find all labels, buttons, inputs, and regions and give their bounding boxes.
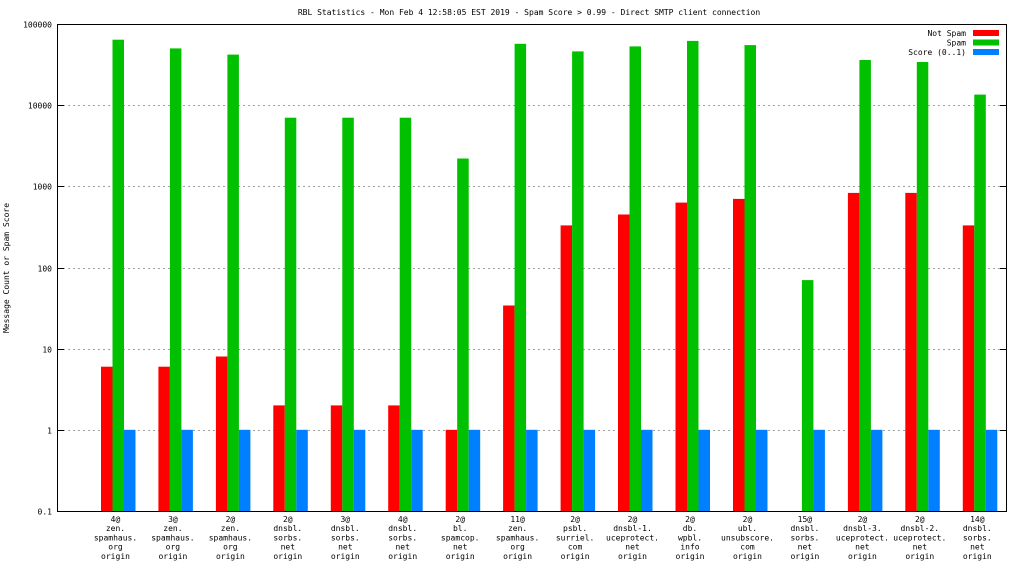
bar-spam <box>399 117 412 511</box>
bar-not-spam <box>273 405 285 511</box>
bar-not-spam <box>905 192 917 511</box>
legend-swatch <box>973 39 999 46</box>
bar-not-spam <box>388 405 400 511</box>
x-tick-label: 2@ dnsbl-3. uceprotect. net origin <box>836 515 889 561</box>
bar-not-spam <box>445 429 458 511</box>
chart-title: RBL Statistics - Mon Feb 4 12:58:05 EST … <box>298 8 761 17</box>
bar-spam <box>169 48 182 512</box>
bar-not-spam <box>215 356 228 511</box>
x-tick-label: 15@ dnsbl. sorbs. net origin <box>790 515 819 561</box>
bar-spam <box>629 46 641 512</box>
bar-spam <box>744 45 756 511</box>
y-tick-label: 10 <box>42 346 52 355</box>
bar-spam <box>801 280 814 511</box>
bar-not-spam <box>675 202 687 511</box>
bar-score-0-1 <box>756 429 768 511</box>
bar-score-0-1 <box>870 429 883 511</box>
bar-score-0-1 <box>124 429 136 511</box>
bar-not-spam <box>101 366 113 511</box>
x-tick-label: 2@ dnsbl-1. uceprotect. net origin <box>606 515 659 561</box>
bar-spam <box>457 158 469 511</box>
bar-spam <box>342 117 354 511</box>
bar-not-spam <box>847 192 860 511</box>
y-tick-label: 100 <box>38 265 53 274</box>
x-tick-label: 2@ dnsbl. sorbs. net origin <box>273 515 302 561</box>
bar-not-spam <box>618 214 630 511</box>
x-tick-label: 14@ dnsbl. sorbs. net origin <box>963 515 992 561</box>
x-tick-label: 2@ zen. spamhaus. org origin <box>209 515 252 561</box>
bar-spam <box>916 62 929 511</box>
legend-label: Spam <box>947 39 966 48</box>
bar-score-0-1 <box>928 429 940 511</box>
bar-spam <box>572 51 584 512</box>
legend-swatch <box>973 49 999 55</box>
bar-score-0-1 <box>985 429 998 511</box>
bars <box>101 39 998 512</box>
bar-spam <box>284 117 297 511</box>
x-tick-label: 2@ bl. spamcop. net origin <box>441 515 480 561</box>
x-tick-label: 3@ dnsbl. sorbs. net origin <box>331 515 360 561</box>
bar-spam <box>687 40 699 512</box>
legend-label: Score (0..1) <box>908 48 966 57</box>
x-tick-label: 3@ zen. spamhaus. org origin <box>151 515 194 561</box>
bar-score-0-1 <box>411 429 423 511</box>
bar-score-0-1 <box>698 429 710 511</box>
y-tick-labels: 0.1 1 10 100 1000 10000 100000 <box>23 21 52 517</box>
bar-not-spam <box>503 305 515 511</box>
bar-spam <box>859 60 871 511</box>
bar-score-0-1 <box>583 429 596 511</box>
bar-score-0-1 <box>238 429 251 511</box>
y-axis-label: Message Count or Spam Score <box>2 203 11 333</box>
bar-score-0-1 <box>526 429 538 511</box>
bar-not-spam <box>733 198 745 511</box>
bar-not-spam <box>962 225 975 511</box>
bar-not-spam <box>330 405 343 511</box>
legend-label: Not Spam <box>927 29 966 38</box>
bar-spam <box>974 94 986 511</box>
y-tick-label: 1 <box>47 427 52 436</box>
x-tick-labels: 4@ zen. spamhaus. org origin 3@ zen. spamhaus. o… <box>94 515 992 561</box>
x-tick-label: 2@ db. wpbl. info origin <box>676 515 705 561</box>
bar-spam <box>227 54 239 511</box>
x-tick-label: 4@ zen. spamhaus. org origin <box>94 515 137 561</box>
bar-score-0-1 <box>181 429 193 511</box>
plot-frame <box>57 24 1007 512</box>
bar-score-0-1 <box>813 429 825 511</box>
x-tick-label: 2@ dnsbl-2. uceprotect. net origin <box>893 515 946 561</box>
bar-score-0-1 <box>468 429 481 511</box>
x-tick-label: 2@ ubl. unsubscore. com origin <box>721 515 774 561</box>
x-tick-label: 11@ zen. spamhaus. org origin <box>496 515 539 561</box>
bar-not-spam <box>560 225 573 511</box>
y-tick-label: 0.1 <box>38 508 53 517</box>
bar-spam <box>514 43 527 512</box>
y-tick-label: 10000 <box>28 102 52 111</box>
y-tick-label: 1000 <box>33 183 52 192</box>
x-tick-label: 4@ dnsbl. sorbs. net origin <box>388 515 417 561</box>
bar-not-spam <box>158 366 170 511</box>
x-tick-label: 2@ psbl. surriel. com origin <box>556 515 595 561</box>
bar-score-0-1 <box>641 429 653 511</box>
y-tick-label: 100000 <box>23 21 52 30</box>
bar-score-0-1 <box>353 429 366 511</box>
legend-swatch <box>973 30 999 36</box>
bar-score-0-1 <box>296 429 308 511</box>
bar-spam <box>112 39 124 511</box>
